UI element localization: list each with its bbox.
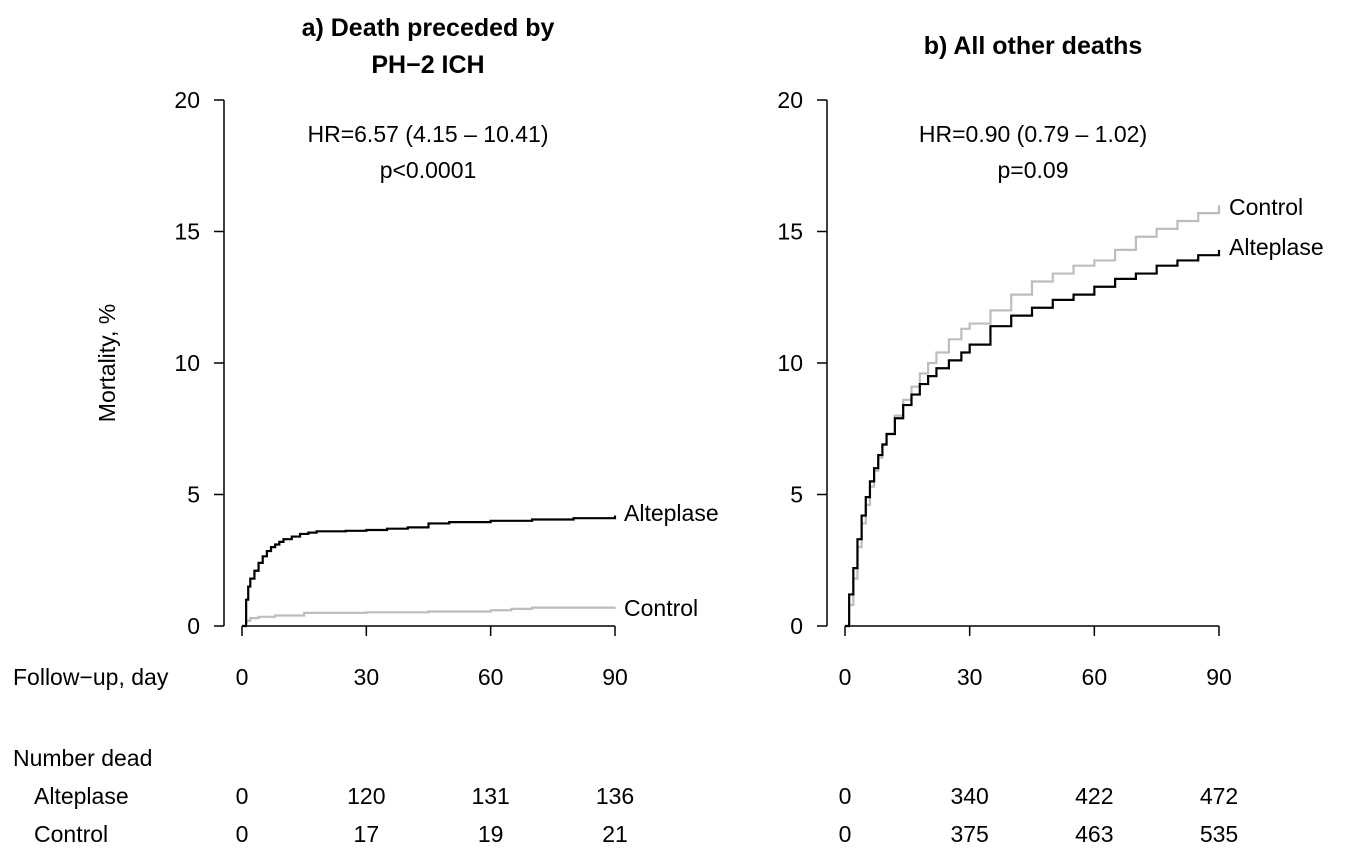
y-tick-label: 10	[174, 350, 200, 376]
risk-table-cell: 0	[839, 783, 852, 809]
y-tick-label: 20	[174, 87, 200, 113]
panel-a-control-curve	[242, 606, 617, 628]
panel-a-y-ticks: 0 5 10 15 20	[174, 87, 224, 639]
risk-row-control-label: Control	[34, 821, 108, 847]
risk-table-cell: 120	[347, 783, 385, 809]
panel-b-x-ticks: 0 30 60 90	[839, 626, 1232, 690]
risk-table-cell: 463	[1075, 821, 1113, 847]
risk-table-cell: 422	[1075, 783, 1113, 809]
panel-b-control-curve	[845, 205, 1221, 628]
risk-table-cell: 0	[236, 821, 249, 847]
panel-a-p-annotation: p<0.0001	[380, 157, 477, 183]
panel-a-alteplase-label: Alteplase	[624, 500, 719, 526]
risk-table-cell: 131	[471, 783, 509, 809]
y-axis-label: Mortality, %	[94, 304, 120, 422]
panel-b-control-label: Control	[1229, 194, 1303, 220]
panel-b-title: b) All other deaths	[924, 32, 1143, 60]
x-tick-label: 30	[957, 664, 983, 690]
y-tick-label: 15	[777, 219, 803, 245]
y-tick-label: 0	[187, 613, 200, 639]
risk-table-cell: 340	[950, 783, 988, 809]
x-tick-label: 60	[478, 664, 504, 690]
panel-a-title-line2: PH−2 ICH	[371, 51, 484, 79]
panel-a-x-ticks: 0 30 60 90	[236, 626, 628, 690]
panel-b-p-annotation: p=0.09	[998, 157, 1069, 183]
risk-table-cell: 375	[950, 821, 988, 847]
risk-table-cell: 472	[1200, 783, 1238, 809]
x-tick-label: 60	[1082, 664, 1108, 690]
panel-b: b) All other deaths 0 5 10 15 20 0 30 60 90 HR=…	[777, 32, 1323, 847]
y-tick-label: 0	[790, 613, 803, 639]
x-axis-label: Follow−up, day	[13, 664, 169, 690]
panel-b-y-ticks: 0 5 10 15 20	[777, 87, 827, 639]
y-tick-label: 20	[777, 87, 803, 113]
panel-a-title-line1: a) Death preceded by	[302, 14, 555, 42]
panel-b-risk-table: 0 340 422 472 0 375 463 535	[839, 783, 1239, 847]
risk-table-cell: 21	[602, 821, 628, 847]
y-tick-label: 5	[187, 482, 200, 508]
risk-table-cell: 19	[478, 821, 504, 847]
risk-table-header: Number dead	[13, 745, 152, 771]
y-tick-label: 5	[790, 482, 803, 508]
panel-a-control-label: Control	[624, 595, 698, 621]
x-tick-label: 90	[1206, 664, 1232, 690]
x-tick-label: 30	[354, 664, 380, 690]
x-tick-label: 90	[602, 664, 628, 690]
panel-a: a) Death preceded by PH−2 ICH Mortality,…	[13, 14, 719, 847]
x-tick-label: 0	[236, 664, 249, 690]
risk-row-alteplase-label: Alteplase	[34, 783, 129, 809]
panel-a-alteplase-curve	[242, 515, 617, 628]
panel-a-hr-annotation: HR=6.57 (4.15 – 10.41)	[307, 121, 548, 147]
panel-b-alteplase-label: Alteplase	[1229, 234, 1324, 260]
panel-b-hr-annotation: HR=0.90 (0.79 – 1.02)	[919, 121, 1147, 147]
risk-table-cell: 0	[236, 783, 249, 809]
risk-table-cell: 136	[596, 783, 634, 809]
risk-table-cell: 0	[839, 821, 852, 847]
risk-table-cell: 535	[1200, 821, 1238, 847]
panel-a-risk-table: 0 120 131 136 0 17 19 21	[236, 783, 635, 847]
x-tick-label: 0	[839, 664, 852, 690]
panel-b-alteplase-curve	[845, 249, 1221, 628]
risk-table-cell: 17	[354, 821, 380, 847]
y-tick-label: 15	[174, 219, 200, 245]
y-tick-label: 10	[777, 350, 803, 376]
